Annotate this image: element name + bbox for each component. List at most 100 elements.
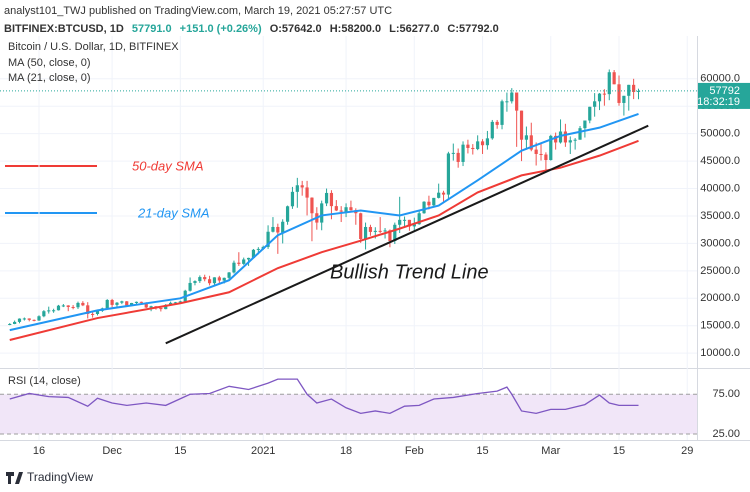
candle-body <box>563 131 567 143</box>
candle-body <box>529 135 533 150</box>
candle-body <box>368 226 373 232</box>
candle-body <box>198 277 202 282</box>
candle-body <box>164 304 168 310</box>
y-tick-label: 50000.0 <box>700 128 740 140</box>
candle-body <box>149 306 153 308</box>
y-tick-label: 15000.0 <box>700 320 740 332</box>
change: +151.0 (+0.26%) <box>180 23 262 35</box>
candle-body <box>27 318 31 320</box>
candle-body <box>510 92 514 102</box>
candle-body <box>134 301 139 303</box>
candle-body <box>476 141 480 150</box>
candle-body <box>554 135 558 143</box>
candle-body <box>573 139 577 141</box>
candle-body <box>144 302 148 308</box>
candle-body <box>242 259 246 264</box>
candle-body <box>105 299 109 309</box>
x-tick-label: Mar <box>541 445 560 457</box>
y-tick-label: 45000.0 <box>700 155 740 167</box>
legend-entry: MA (50, close, 0) <box>8 57 91 69</box>
annotation: 50-day SMA <box>132 158 204 173</box>
candle-body <box>168 302 173 305</box>
x-tick-label: 15 <box>476 445 488 457</box>
candle-body <box>66 305 70 307</box>
x-tick-label: 15 <box>174 445 186 457</box>
candle-body <box>193 281 197 283</box>
candle-body <box>222 277 226 281</box>
countdown: 18:32:19 <box>697 96 740 108</box>
candle-body <box>534 149 538 154</box>
candle-body <box>71 306 75 308</box>
candle-body <box>363 226 368 240</box>
candle-body <box>393 224 397 242</box>
publisher-line: analyst101_TWJ published on TradingView.… <box>4 5 392 17</box>
candle-body <box>407 219 412 227</box>
candle-body <box>305 187 309 198</box>
last-price-box <box>698 82 750 109</box>
candle-body <box>324 192 329 204</box>
candle-body <box>246 257 251 260</box>
candle-body <box>412 224 416 227</box>
x-tick-label: 2021 <box>251 445 275 457</box>
candle-body <box>612 72 616 85</box>
candle-body <box>227 272 231 278</box>
candle-body <box>285 206 290 222</box>
annotation: Bullish Trend Line <box>330 261 489 283</box>
candle-body <box>500 101 504 125</box>
candle-body <box>212 277 217 284</box>
x-tick-label: Dec <box>102 445 122 457</box>
candle-body <box>437 192 441 198</box>
candle-body <box>76 302 80 308</box>
candle-body <box>329 192 334 207</box>
last-price: 57791.0 <box>132 23 172 35</box>
candle-body <box>373 230 377 232</box>
candle-body <box>583 120 587 129</box>
candle-body <box>607 72 611 95</box>
candle-body <box>349 207 353 211</box>
candle-body <box>271 226 275 232</box>
candle-body <box>441 192 446 195</box>
candle-body <box>188 282 192 291</box>
candle-body <box>115 302 119 305</box>
candle-body <box>549 135 553 161</box>
candle-body <box>588 106 592 121</box>
tradingview-logo <box>6 472 23 484</box>
candle-body <box>266 231 270 247</box>
candle-body <box>636 90 641 92</box>
candle-body <box>515 92 519 111</box>
y-tick-label: 75.00 <box>712 388 740 400</box>
candle-body <box>52 310 56 312</box>
candle-body <box>290 191 295 207</box>
candle-body <box>466 144 470 148</box>
candle-body <box>485 138 490 146</box>
y-tick-label: 60000.0 <box>700 73 740 85</box>
candle-body <box>519 110 524 140</box>
y-tick-label: 20000.0 <box>700 292 740 304</box>
brand: TradingView <box>27 470 93 484</box>
candle-body <box>539 153 543 155</box>
candle-body <box>383 230 387 232</box>
y-tick-label: 30000.0 <box>700 237 740 249</box>
candle-body <box>622 95 626 103</box>
ohlc-open: O:57642.0 <box>270 23 322 35</box>
candle-body <box>446 153 451 195</box>
candle-body <box>232 262 236 273</box>
candle-body <box>334 206 338 211</box>
y-tick-label: 10000.0 <box>700 347 740 359</box>
candle-body <box>398 219 402 225</box>
y-tick-label: 25.00 <box>712 428 740 440</box>
candle-body <box>173 302 178 304</box>
x-tick-label: 18 <box>340 445 352 457</box>
candle-body <box>558 131 563 143</box>
candle-body <box>490 121 494 139</box>
candle-body <box>130 302 134 306</box>
candle-body <box>427 201 431 206</box>
candle-body <box>495 121 499 125</box>
candle-body <box>276 226 280 233</box>
candle-body <box>207 279 212 284</box>
candle-body <box>251 249 256 258</box>
candle-body <box>597 93 602 102</box>
symbol: BITFINEX:BTCUSD, 1D <box>4 23 124 35</box>
rsi-line <box>9 378 639 415</box>
candle-body <box>461 144 465 162</box>
